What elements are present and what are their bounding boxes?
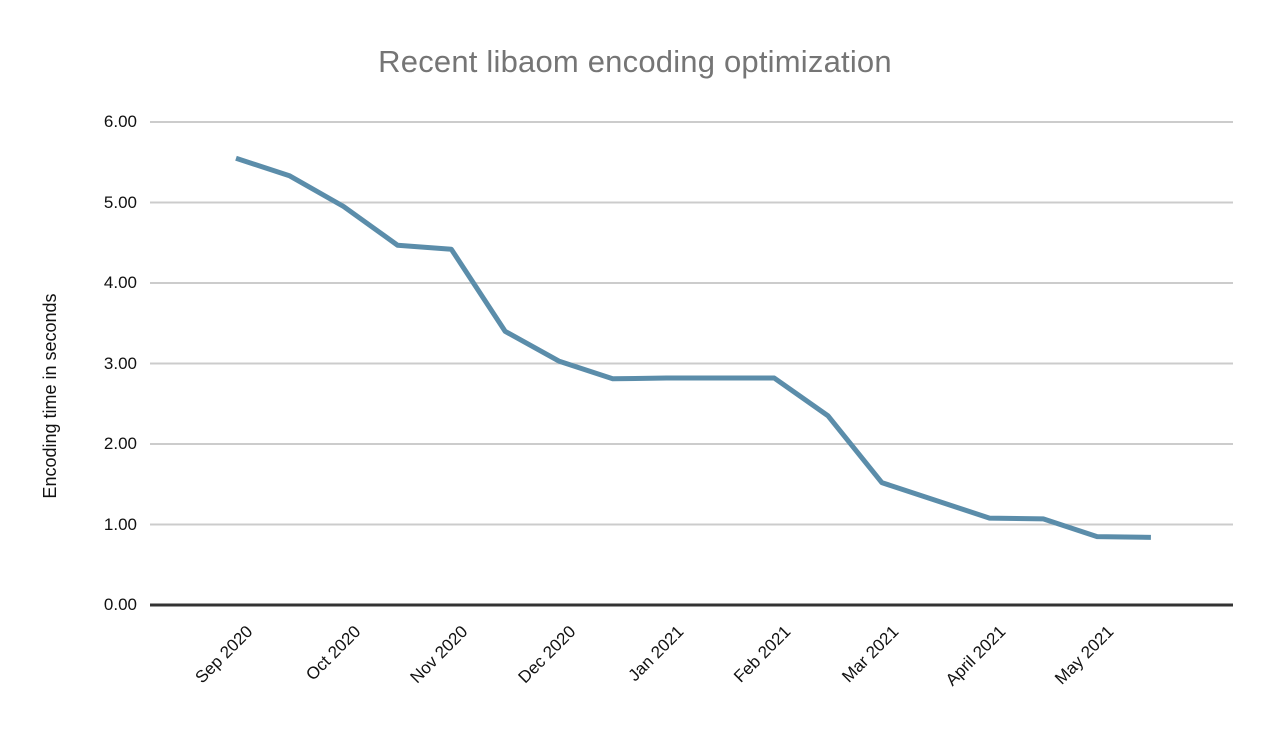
y-tick-label: 1.00 <box>103 514 137 534</box>
y-tick-label: 6.00 <box>103 112 137 131</box>
y-tick-label: 4.00 <box>103 273 137 292</box>
y-tick-label: 3.00 <box>103 353 137 373</box>
y-tick-label: 5.00 <box>103 192 137 212</box>
data-line-series <box>235 155 1151 540</box>
y-tick-label: 2.00 <box>103 434 137 453</box>
y-tick-label: 0.00 <box>103 595 137 614</box>
chart-title: Recent libaom encoding optimization <box>378 44 892 79</box>
